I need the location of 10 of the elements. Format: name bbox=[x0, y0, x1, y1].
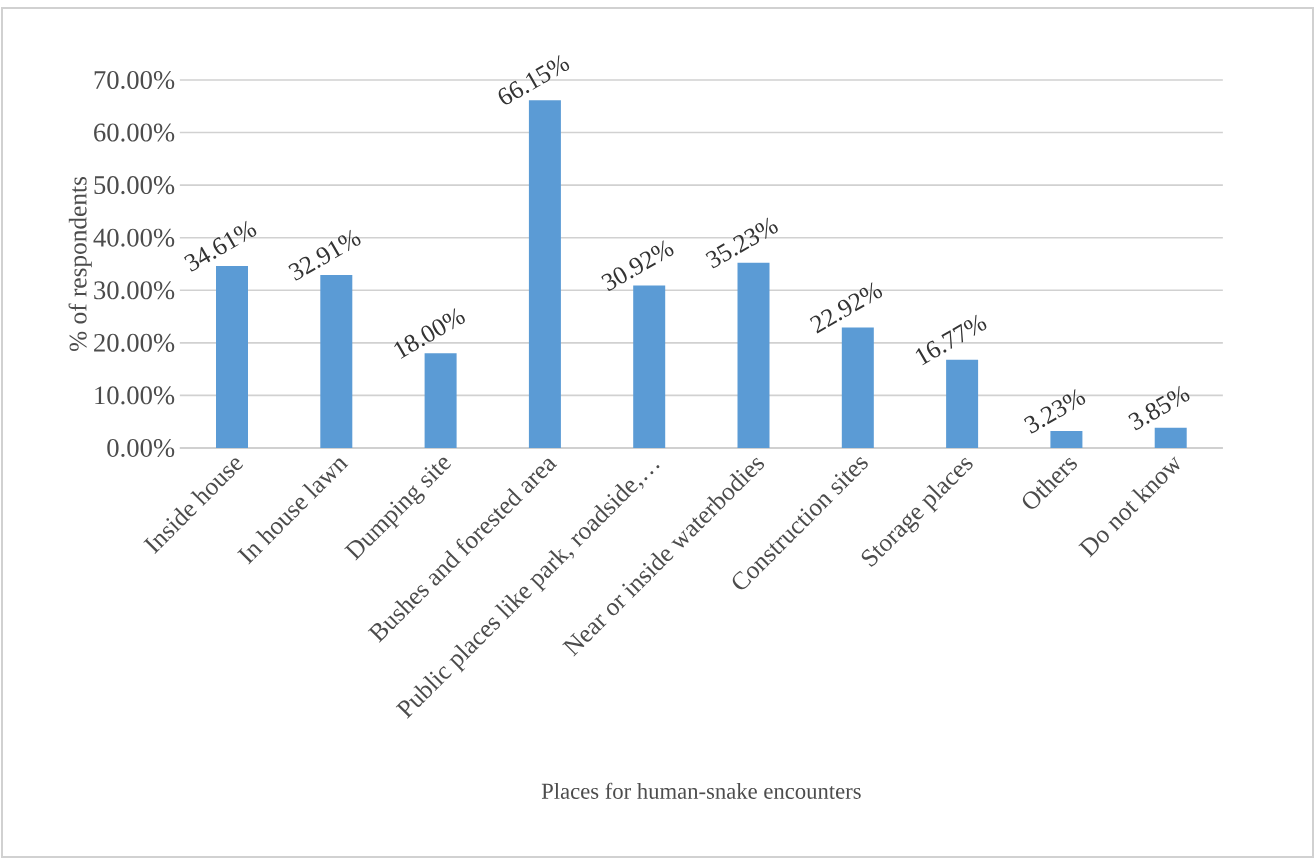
y-tick-label: 20.00% bbox=[94, 333, 175, 352]
y-axis-title: % of respondents bbox=[68, 176, 92, 352]
y-tick-label: 0.00% bbox=[107, 438, 175, 458]
x-axis-title: Places for human-snake encounters bbox=[541, 782, 861, 799]
y-tick-label: 60.00% bbox=[94, 123, 175, 142]
y-tick-label: 50.00% bbox=[94, 176, 175, 195]
y-tick-label: 40.00% bbox=[93, 228, 175, 247]
y-tick-label: 10.00% bbox=[95, 386, 175, 405]
y-tick-label: 70.00% bbox=[94, 70, 175, 90]
y-tick-label: 30.00% bbox=[94, 281, 175, 300]
